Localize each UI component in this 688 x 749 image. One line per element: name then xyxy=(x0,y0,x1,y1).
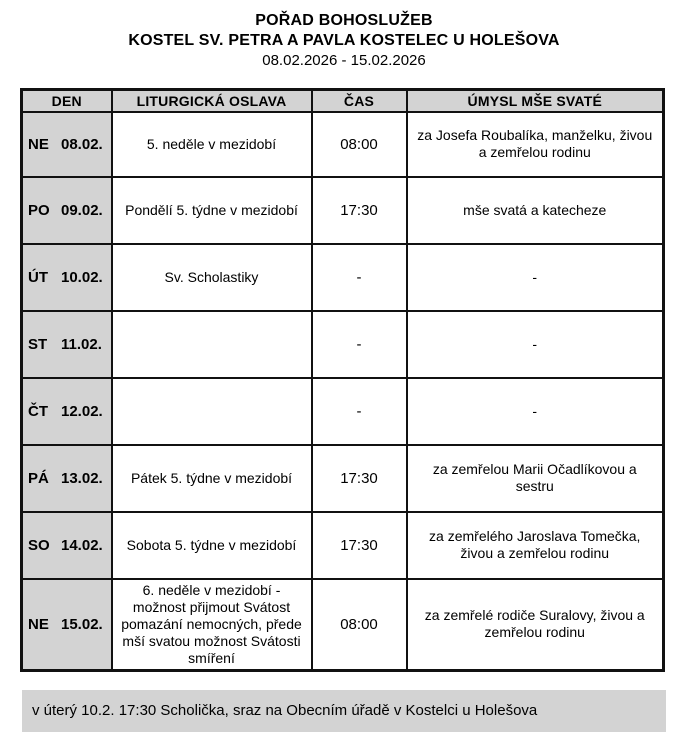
time-cell: - xyxy=(310,309,408,379)
day-cell: PÁ 13.02. xyxy=(20,443,113,513)
document-header: POŘAD BOHOSLUŽEB KOSTEL SV. PETRA A PAVL… xyxy=(0,0,688,71)
time-cell: 08:00 xyxy=(310,577,408,671)
table-header: DEN LITURGICKÁ OSLAVA ČAS ÚMYSL MŠE SVAT… xyxy=(20,88,665,113)
intention-cell: - xyxy=(405,376,665,446)
celebration-cell xyxy=(110,309,313,379)
intention-cell: mše svatá a katecheze xyxy=(405,175,665,245)
time-cell: 17:30 xyxy=(310,443,408,513)
time-cell: 08:00 xyxy=(310,110,408,178)
table-row: ČT 12.02. - - xyxy=(20,376,665,446)
day-abbr: NE xyxy=(28,135,49,153)
day-date: 15.02. xyxy=(61,615,103,633)
time-cell: 17:30 xyxy=(310,175,408,245)
column-header-liturgicka-oslava: LITURGICKÁ OSLAVA xyxy=(110,88,313,113)
day-abbr: ST xyxy=(28,335,48,353)
page-title: POŘAD BOHOSLUŽEB xyxy=(255,12,433,29)
footer-note: v úterý 10.2. 17:30 Scholička, sraz na O… xyxy=(22,689,666,732)
celebration-cell xyxy=(110,376,313,446)
celebration-cell: Sv. Scholastiky xyxy=(110,242,313,312)
day-date: 14.02. xyxy=(61,536,103,554)
date-range: 08.02.2026 - 15.02.2026 xyxy=(262,52,426,69)
table-row: NE 15.02. 6. neděle v mezidobí - možnost … xyxy=(20,577,665,671)
celebration-cell: Pátek 5. týdne v mezidobí xyxy=(110,443,313,513)
schedule-body: NE 08.02. 5. neděle v mezidobí 08:00 za J… xyxy=(20,110,665,671)
day-abbr: PÁ xyxy=(28,469,49,487)
intention-cell: za zemřelé rodiče Suralovy, živou a zemř… xyxy=(405,577,665,671)
intention-cell: za zemřelého Jaroslava Tomečka, živou a … xyxy=(405,510,665,580)
celebration-cell: Sobota 5. týdne v mezidobí xyxy=(110,510,313,580)
intention-cell: za Josefa Roubalíka, manželku, živou a z… xyxy=(405,110,665,178)
day-cell: PO 09.02. xyxy=(20,175,113,245)
column-header-umysl: ÚMYSL MŠE SVATÉ xyxy=(405,88,665,113)
table-row: SO 14.02. Sobota 5. týdne v mezidobí 17:3… xyxy=(20,510,665,580)
day-abbr: NE xyxy=(28,615,49,633)
day-cell: NE 15.02. xyxy=(20,577,113,671)
day-cell: NE 08.02. xyxy=(20,110,113,178)
day-date: 12.02. xyxy=(61,402,103,420)
table-row: PO 09.02. Pondělí 5. týdne v mezidobí 17:… xyxy=(20,175,665,245)
day-abbr: ÚT xyxy=(28,268,48,286)
table-row: ST 11.02. - - xyxy=(20,309,665,379)
celebration-cell: Pondělí 5. týdne v mezidobí xyxy=(110,175,313,245)
intention-cell: za zemřelou Marii Očadlíkovou a sestru xyxy=(405,443,665,513)
church-name: KOSTEL SV. PETRA A PAVLA KOSTELEC U HOLE… xyxy=(128,32,560,49)
day-abbr: SO xyxy=(28,536,50,554)
day-cell: ST 11.02. xyxy=(20,309,113,379)
intention-cell: - xyxy=(405,309,665,379)
day-cell: ČT 12.02. xyxy=(20,376,113,446)
day-date: 11.02. xyxy=(61,335,102,353)
day-date: 09.02. xyxy=(61,201,103,219)
column-header-den: DEN xyxy=(20,88,113,113)
table-row: PÁ 13.02. Pátek 5. týdne v mezidobí 17:30… xyxy=(20,443,665,513)
day-date: 08.02. xyxy=(61,135,103,153)
day-abbr: PO xyxy=(28,201,50,219)
header-row: DEN LITURGICKÁ OSLAVA ČAS ÚMYSL MŠE SVAT… xyxy=(20,88,665,113)
time-cell: - xyxy=(310,242,408,312)
day-cell: SO 14.02. xyxy=(20,510,113,580)
intention-cell: - xyxy=(405,242,665,312)
day-date: 10.02. xyxy=(61,268,103,286)
time-cell: - xyxy=(310,376,408,446)
table-row: ÚT 10.02. Sv. Scholastiky - - xyxy=(20,242,665,312)
day-date: 13.02. xyxy=(61,469,103,487)
schedule-table: DEN LITURGICKÁ OSLAVA ČAS ÚMYSL MŠE SVAT… xyxy=(20,88,665,672)
celebration-cell: 6. neděle v mezidobí - možnost přijmout … xyxy=(110,577,313,671)
day-cell: ÚT 10.02. xyxy=(20,242,113,312)
time-cell: 17:30 xyxy=(310,510,408,580)
day-abbr: ČT xyxy=(28,402,48,420)
column-header-cas: ČAS xyxy=(310,88,408,113)
table-row: NE 08.02. 5. neděle v mezidobí 08:00 za J… xyxy=(20,110,665,178)
celebration-cell: 5. neděle v mezidobí xyxy=(110,110,313,178)
